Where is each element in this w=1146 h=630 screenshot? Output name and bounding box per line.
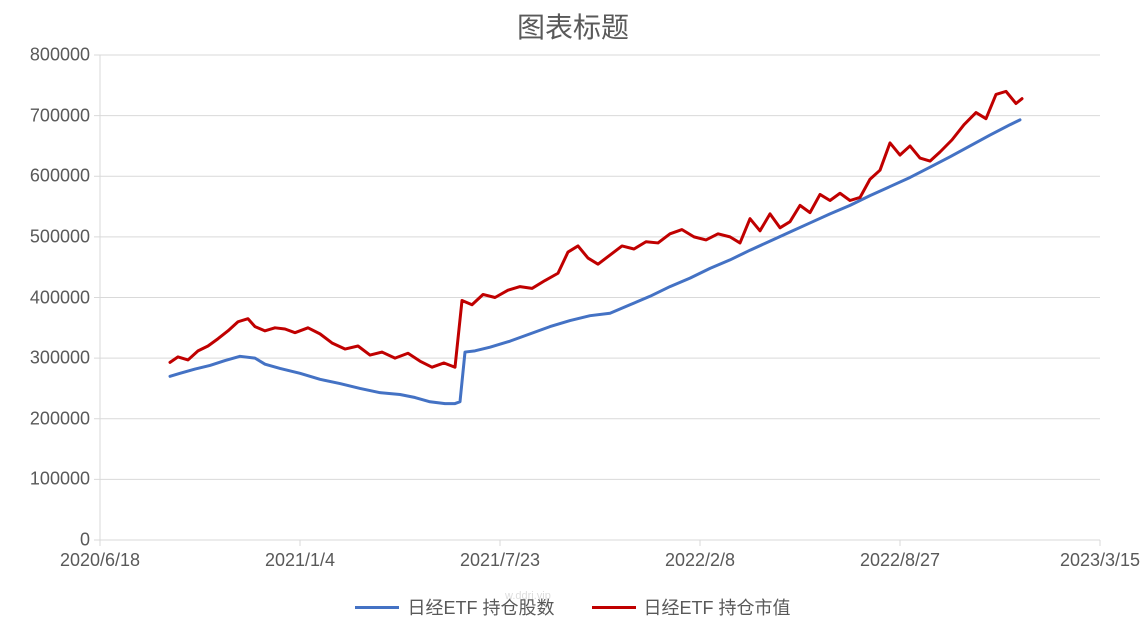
plot-svg [0, 0, 1146, 630]
line-chart: 图表标题 日经ETF 持仓股数 日经ETF 持仓市值 w.ddrj.vip 01… [0, 0, 1146, 630]
x-tick-label: 2022/2/8 [665, 550, 735, 571]
x-tick-label: 2022/8/27 [860, 550, 940, 571]
x-tick-label: 2021/1/4 [265, 550, 335, 571]
y-tick-label: 200000 [10, 408, 90, 429]
legend-swatch-value [592, 606, 636, 609]
y-tick-label: 300000 [10, 348, 90, 369]
y-tick-label: 100000 [10, 469, 90, 490]
legend-label-shares: 日经ETF 持仓股数 [407, 594, 554, 620]
legend: 日经ETF 持仓股数 日经ETF 持仓市值 [0, 593, 1146, 621]
x-tick-label: 2020/6/18 [60, 550, 140, 571]
y-tick-label: 0 [10, 530, 90, 551]
y-tick-label: 600000 [10, 166, 90, 187]
legend-swatch-shares [355, 606, 399, 609]
y-tick-label: 800000 [10, 45, 90, 66]
legend-item-shares: 日经ETF 持仓股数 [355, 594, 554, 620]
y-tick-label: 400000 [10, 287, 90, 308]
y-tick-label: 500000 [10, 226, 90, 247]
x-tick-label: 2021/7/23 [460, 550, 540, 571]
series-line-value [170, 91, 1022, 367]
legend-label-value: 日经ETF 持仓市值 [644, 594, 791, 620]
legend-item-value: 日经ETF 持仓市值 [592, 594, 791, 620]
y-tick-label: 700000 [10, 105, 90, 126]
x-tick-label: 2023/3/15 [1060, 550, 1140, 571]
